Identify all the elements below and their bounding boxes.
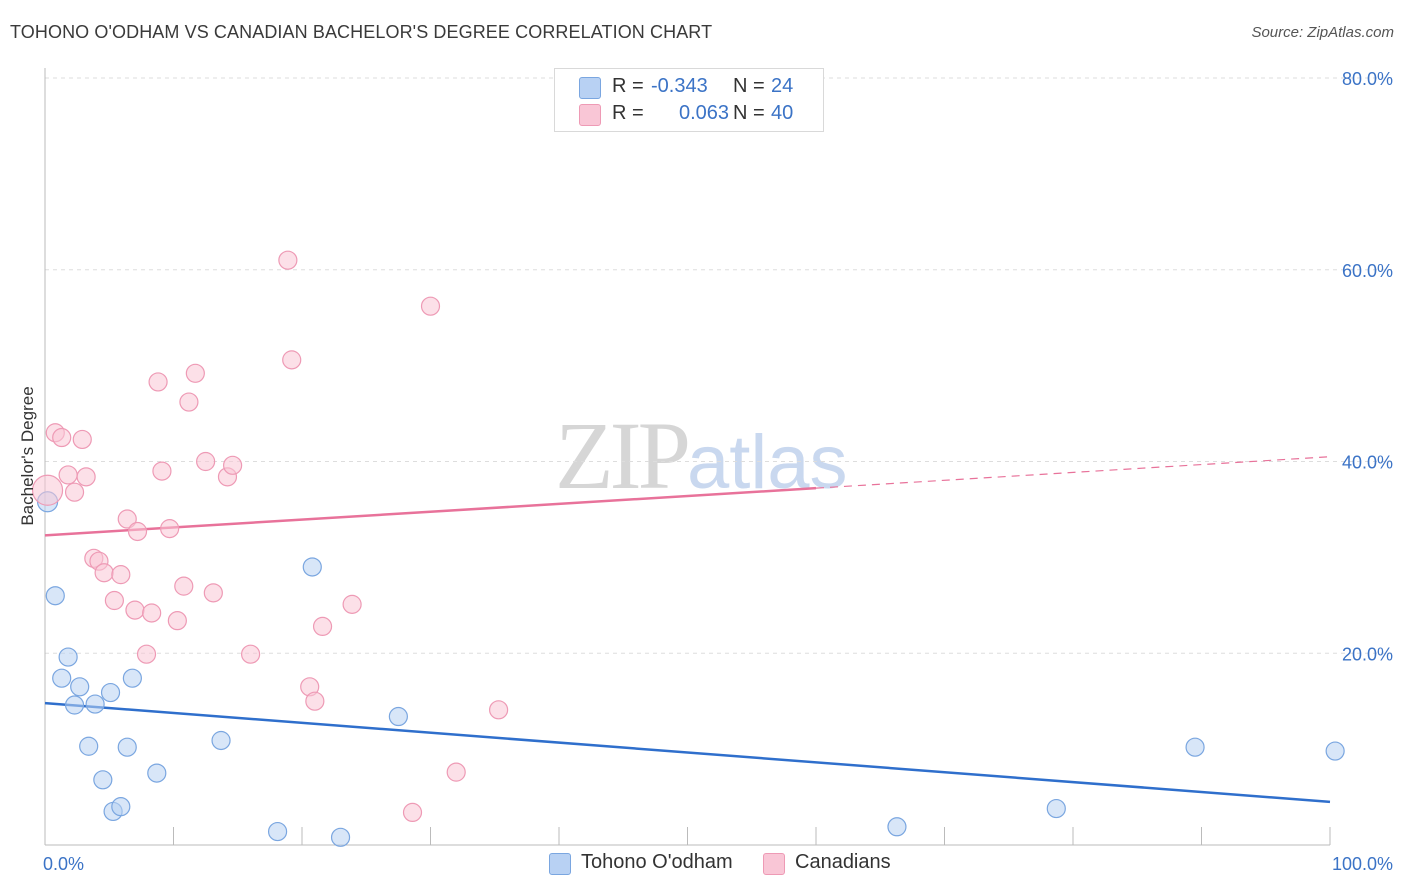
canadians-point (223, 455, 243, 475)
legend-n-value: 40 (771, 102, 794, 124)
tohono-point (45, 586, 65, 606)
tohono-point (211, 730, 231, 751)
legend-n-value: 24 (771, 75, 794, 97)
legend-n-label: N = (733, 102, 765, 124)
tohono-point (330, 827, 351, 847)
canadians-point (148, 372, 168, 392)
canadians-point (152, 461, 172, 481)
y-tick-label: 20.0% (1342, 644, 1393, 664)
canadians-point (125, 600, 145, 620)
canadians-point (160, 519, 180, 539)
legend-n-label: N = (733, 75, 765, 97)
canadians-point (94, 563, 114, 583)
canadians-point (305, 691, 325, 711)
source-label: Source: ZipAtlas.com (1251, 24, 1394, 41)
grid-layer (45, 77, 1392, 654)
canadians-point (117, 509, 137, 529)
canadians-point (72, 429, 92, 450)
tohono-point (1046, 798, 1066, 819)
canadians-point (58, 465, 78, 485)
canadians-point (64, 482, 85, 502)
tohono-point (122, 668, 142, 688)
legend-r-value: 0.063 (679, 102, 730, 124)
tohono-point (79, 736, 99, 756)
canadians-point (31, 474, 64, 506)
canadians-point (142, 603, 162, 623)
series-swatch-tohono (549, 853, 571, 875)
trend-layer (44, 456, 1331, 804)
trend-line-extension-1 (815, 456, 1331, 489)
legend-swatch-tohono (579, 77, 601, 99)
tohono-point (111, 797, 131, 817)
tohono-point (93, 770, 113, 790)
canadians-point (167, 611, 187, 631)
canadians-point (402, 802, 423, 823)
tohono-point (1185, 737, 1205, 757)
canadians-point (489, 700, 509, 720)
y-axis-label: Bachelor's Degree (18, 386, 37, 526)
canadians-point (136, 644, 157, 664)
canadians-point (420, 296, 441, 316)
series-name-canadians: Canadians (795, 851, 891, 873)
canadians-point (179, 392, 199, 412)
watermark-zip: ZIP (555, 402, 691, 509)
legend-r-label: R = (612, 102, 644, 124)
x-tick-label: 100.0% (1332, 854, 1393, 874)
canadians-point (174, 576, 194, 596)
canadians-point (312, 616, 333, 637)
tohono-point (100, 682, 121, 703)
tohono-point (302, 557, 322, 577)
series-swatch-canadians (763, 853, 785, 875)
canadians-point (446, 762, 466, 782)
tohono-point (117, 737, 137, 757)
trend-line-0 (44, 701, 1331, 804)
canadians-point (52, 427, 72, 448)
canadians-point (342, 594, 362, 614)
tohono-point (887, 817, 907, 837)
canadians-point (282, 350, 302, 370)
canadians-point (111, 565, 131, 585)
canadians-point (203, 583, 223, 603)
canadians-point (196, 451, 216, 472)
tohono-point (267, 821, 288, 842)
canadians-point (104, 590, 124, 611)
tohono-point (1325, 741, 1345, 761)
legend-swatch-canadians (579, 104, 601, 126)
canadians-point (278, 250, 298, 270)
y-tick-label: 80.0% (1342, 69, 1393, 89)
tick-label-layer: 20.0% 40.0% 60.0% 80.0% 0.0% 100.0% (43, 69, 1393, 874)
tohono-point (85, 694, 105, 714)
canadians-point (185, 363, 205, 383)
legend-r-value: -0.343 (651, 75, 708, 97)
chart-title: TOHONO O'ODHAM VS CANADIAN BACHELOR'S DE… (10, 22, 713, 42)
canadians-point (76, 467, 96, 487)
tohono-point (70, 677, 90, 697)
axis-layer (44, 68, 1331, 846)
correlation-legend: R = -0.343 N = 24 R = 0.063 N = 40 (554, 68, 824, 132)
points-layer (31, 109, 1345, 847)
y-tick-label: 40.0% (1342, 453, 1393, 473)
legend-r-label: R = (612, 75, 644, 97)
series-legend: Tohono O'odham Canadians (0, 850, 1406, 878)
watermark: ZIPatlas (555, 400, 848, 511)
canadians-point (127, 521, 148, 542)
tohono-point (64, 695, 85, 715)
canadians-point (241, 644, 261, 664)
x-tick-label: 0.0% (43, 854, 84, 874)
series-name-tohono: Tohono O'odham (581, 851, 733, 873)
tohono-point (58, 647, 78, 667)
tohono-point (52, 668, 72, 688)
y-tick-label: 60.0% (1342, 261, 1393, 281)
tohono-point (388, 706, 408, 727)
tohono-point (147, 763, 167, 783)
